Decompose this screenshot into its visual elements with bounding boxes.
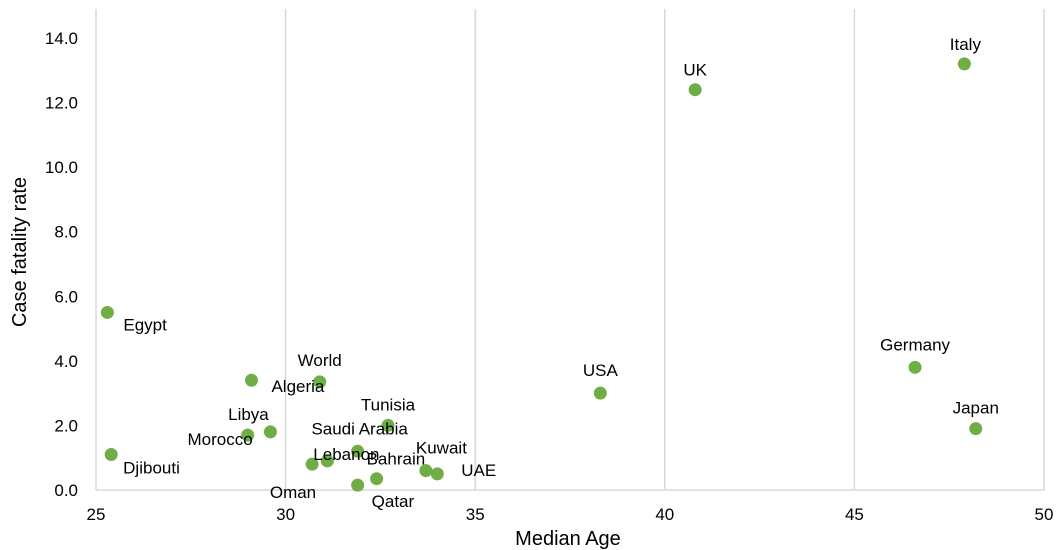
data-point <box>908 360 922 374</box>
data-point <box>305 457 319 471</box>
data-point <box>244 373 258 387</box>
point-label: Kuwait <box>416 439 467 458</box>
y-tick-label: 12.0 <box>45 94 78 113</box>
x-tick-label: 25 <box>87 505 106 524</box>
data-point <box>957 57 971 71</box>
gridlines <box>95 9 1045 491</box>
point-label: UK <box>683 61 707 80</box>
point-label: Bahrain <box>367 450 426 469</box>
point-label: Japan <box>953 399 999 418</box>
y-tick-label: 6.0 <box>54 287 78 306</box>
data-point <box>320 454 334 468</box>
y-tick-label: 2.0 <box>54 416 78 435</box>
y-tick-label: 0.0 <box>54 481 78 500</box>
point-label: Lebanon <box>313 445 379 464</box>
data-point <box>100 305 114 319</box>
data-point <box>419 464 433 478</box>
point-label: Egypt <box>123 315 167 334</box>
y-tick-label: 14.0 <box>45 29 78 48</box>
point-label: Tunisia <box>361 395 416 414</box>
point-label: UAE <box>461 461 496 480</box>
point-label: Algeria <box>271 377 324 396</box>
data-point <box>370 472 384 486</box>
data-point <box>313 375 327 389</box>
data-point <box>381 418 395 432</box>
point-label: Germany <box>880 335 950 354</box>
y-tick-label: 10.0 <box>45 158 78 177</box>
y-axis-ticks: 0.0 2.0 4.0 6.0 8.0 10.0 12.0 14.0 <box>45 29 78 500</box>
point-label: Qatar <box>372 492 415 511</box>
data-point <box>351 444 365 458</box>
data-point <box>241 428 255 442</box>
x-tick-label: 50 <box>1035 505 1054 524</box>
point-label: Saudi Arabia <box>311 419 408 438</box>
data-point <box>593 386 607 400</box>
point-label: Djibouti <box>123 458 180 477</box>
data-point <box>688 83 702 97</box>
x-tick-label: 40 <box>655 505 674 524</box>
data-point <box>351 478 365 492</box>
point-label: Libya <box>228 405 269 424</box>
point-label: USA <box>583 361 619 380</box>
data-point <box>263 425 277 439</box>
data-point <box>104 447 118 461</box>
point-label: Morocco <box>187 430 252 449</box>
point-label: Italy <box>950 35 982 54</box>
data-point <box>430 467 444 481</box>
point-label: Oman <box>270 483 316 502</box>
point-label: World <box>298 351 342 370</box>
y-tick-label: 8.0 <box>54 223 78 242</box>
x-axis-title: Median Age <box>515 528 621 550</box>
x-tick-label: 45 <box>845 505 864 524</box>
y-axis-title: Case fatality rate <box>9 177 31 327</box>
point-labels: Egypt Djibouti Algeria Morocco Libya World Oma… <box>123 35 999 511</box>
x-tick-label: 30 <box>276 505 295 524</box>
y-tick-label: 4.0 <box>54 352 78 371</box>
data-point <box>969 422 983 436</box>
data-points <box>100 57 983 492</box>
x-tick-label: 35 <box>466 505 485 524</box>
x-axis-ticks: 25 30 35 40 45 50 <box>87 505 1054 524</box>
